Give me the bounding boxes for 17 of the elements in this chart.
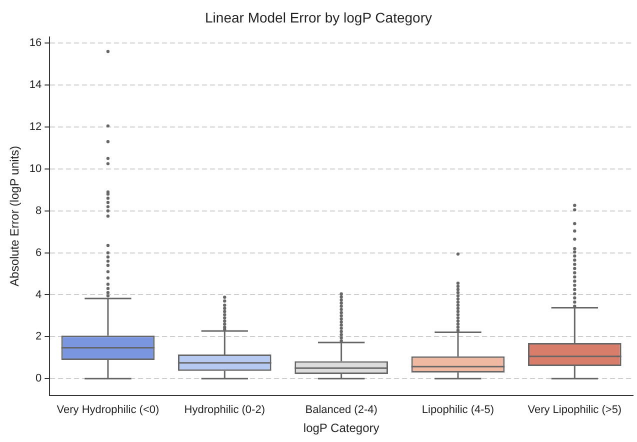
x-tick-label: Lipophilic (4-5) bbox=[422, 404, 494, 416]
y-axis-title: Absolute Error (logP units) bbox=[8, 146, 22, 286]
y-tick-label: 2 bbox=[36, 330, 42, 343]
y-tick-label: 4 bbox=[36, 288, 42, 301]
x-tick-label: Balanced (2-4) bbox=[305, 404, 378, 416]
y-tick-label: 8 bbox=[36, 204, 42, 217]
y-tick-label: 12 bbox=[29, 121, 42, 134]
y-tick-label: 6 bbox=[36, 246, 42, 259]
x-tick-label: Very Hydrophilic (<0) bbox=[56, 404, 160, 416]
y-tick-label: 14 bbox=[29, 79, 42, 92]
y-tick-label: 16 bbox=[29, 37, 42, 50]
y-tick-label: 10 bbox=[29, 162, 42, 175]
y-tick-label: 0 bbox=[36, 372, 42, 385]
x-tick-label: Hydrophilic (0-2) bbox=[184, 404, 265, 416]
x-axis-title: logP Category bbox=[303, 421, 380, 436]
chart-title: Linear Model Error by logP Category bbox=[205, 9, 432, 26]
x-tick-label: Very Lipophilic (>5) bbox=[528, 404, 622, 416]
